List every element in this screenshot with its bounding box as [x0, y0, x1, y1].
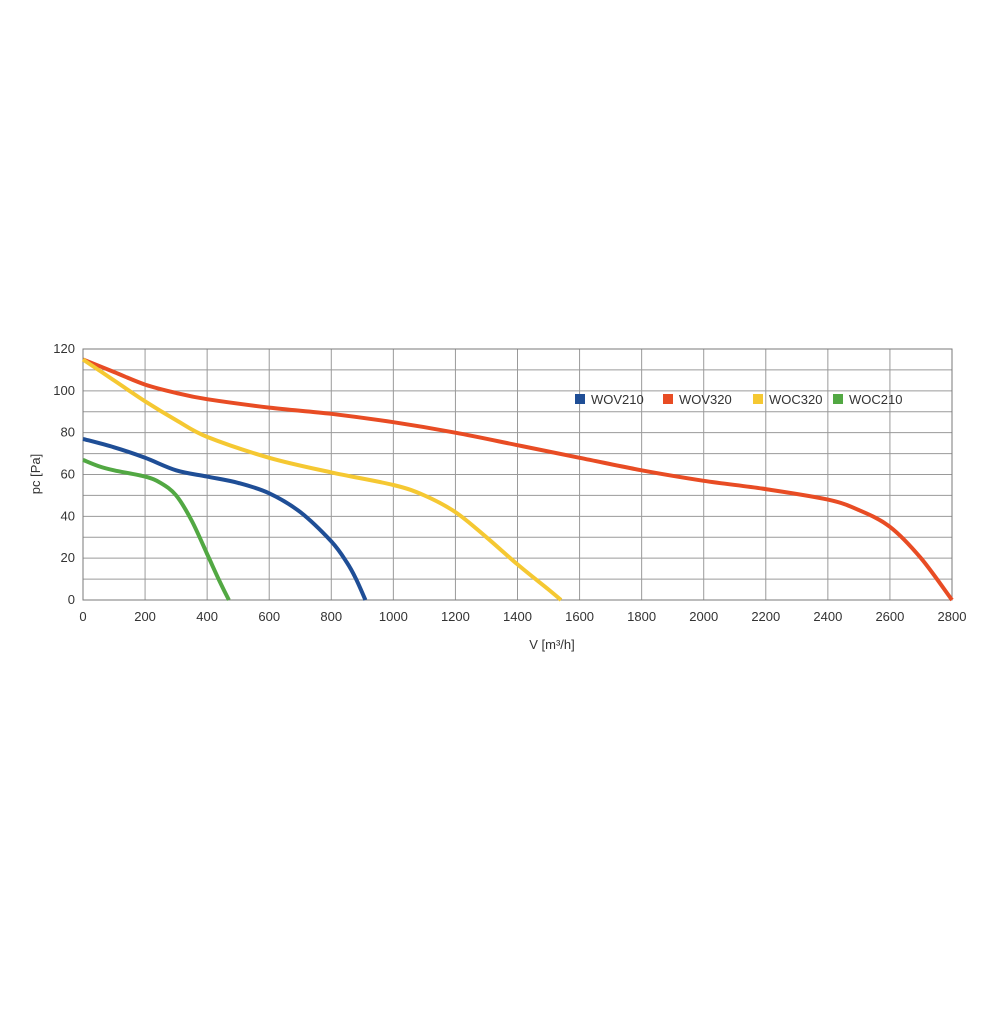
x-tick-label: 200	[134, 609, 156, 624]
legend-swatch-woc210	[833, 394, 843, 404]
x-tick-label: 1600	[565, 609, 594, 624]
x-tick-label: 2600	[875, 609, 904, 624]
series-line-woc210	[82, 458, 231, 601]
y-tick-label: 80	[61, 425, 75, 440]
y-tick-label: 100	[53, 383, 75, 398]
x-axis-title: V [m³/h]	[529, 637, 575, 652]
y-tick-label: 20	[61, 550, 75, 565]
legend-label-woc210: WOC210	[849, 392, 902, 407]
x-tick-label: 2200	[751, 609, 780, 624]
legend-label-wov210: WOV210	[591, 392, 644, 407]
x-tick-label: 800	[320, 609, 342, 624]
legend-swatch-woc320	[753, 394, 763, 404]
x-tick-label: 0	[79, 609, 86, 624]
x-tick-label: 1400	[503, 609, 532, 624]
series-line-wov210	[82, 436, 368, 601]
x-tick-label: 400	[196, 609, 218, 624]
series-line-wov320	[82, 357, 954, 602]
x-axis-ticks: 0 200 400 600 800 1000 1200 1400 1600 1800 2000 220…	[79, 609, 966, 624]
plot-frame	[82, 348, 953, 601]
x-tick-label: 1200	[441, 609, 470, 624]
x-tick-label: 1800	[627, 609, 656, 624]
y-axis-title: pc [Pa]	[28, 454, 43, 494]
legend-swatch-wov210	[575, 394, 585, 404]
legend: WOV210 WOV320 WOC320 WOC210	[575, 392, 902, 407]
legend-label-wov320: WOV320	[679, 392, 732, 407]
y-tick-label: 60	[61, 467, 75, 482]
x-tick-label: 1000	[379, 609, 408, 624]
y-tick-label: 40	[61, 508, 75, 523]
series-lines	[81, 357, 954, 602]
x-tick-label: 2800	[938, 609, 967, 624]
legend-swatch-wov320	[663, 394, 673, 404]
x-tick-label: 600	[258, 609, 280, 624]
y-tick-label: 120	[53, 341, 75, 356]
x-tick-label: 2000	[689, 609, 718, 624]
series-line-woc320	[81, 357, 563, 602]
y-axis-ticks: 0 20 40 60 80 100 120	[53, 341, 75, 607]
x-tick-label: 2400	[813, 609, 842, 624]
legend-label-woc320: WOC320	[769, 392, 822, 407]
y-tick-label: 0	[68, 592, 75, 607]
grid	[82, 348, 953, 601]
